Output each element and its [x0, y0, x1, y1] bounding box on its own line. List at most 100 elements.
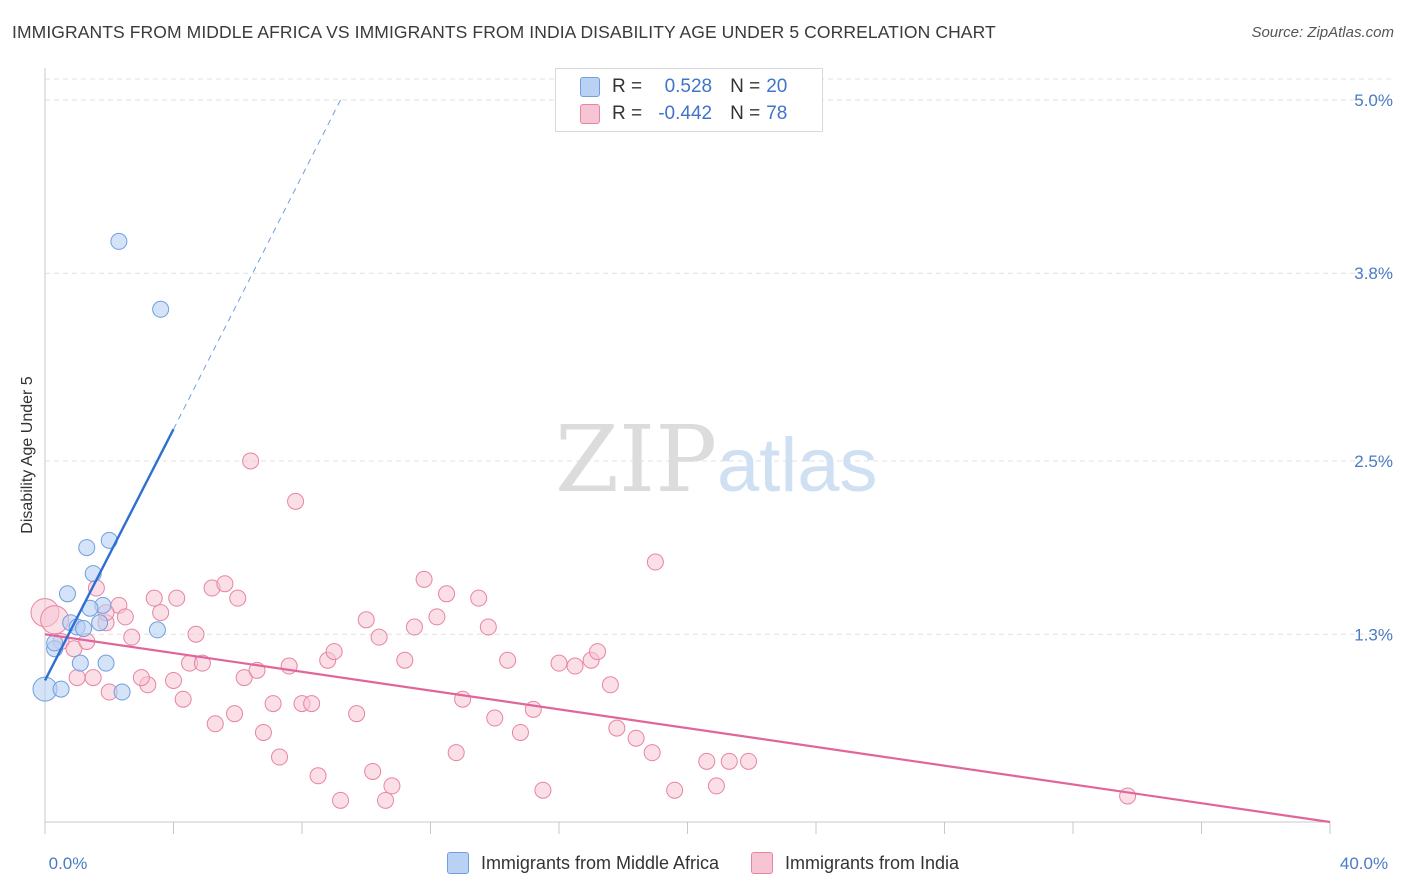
- legend-r-label: R =: [612, 76, 643, 97]
- bottom-legend: Immigrants from Middle Africa Immigrants…: [0, 852, 1406, 874]
- india-point: [589, 643, 607, 661]
- india-point: [145, 589, 163, 607]
- india-point: [396, 651, 414, 669]
- india-point: [174, 690, 192, 708]
- chart-title: IMMIGRANTS FROM MIDDLE AFRICA VS IMMIGRA…: [12, 22, 996, 42]
- india-point: [720, 752, 738, 770]
- india-point: [242, 452, 260, 470]
- middle-africa-point: [52, 680, 70, 698]
- x-tick-label: 0.0%: [49, 854, 88, 873]
- india-point: [226, 705, 244, 723]
- india-point: [348, 705, 366, 723]
- watermark-atlas: atlas: [717, 423, 878, 508]
- india-point: [627, 729, 645, 747]
- middle-africa-point: [152, 300, 170, 318]
- india-point: [168, 589, 186, 607]
- india-point: [254, 723, 272, 741]
- middle-africa-point: [58, 585, 76, 603]
- india-point: [116, 608, 134, 626]
- middle-africa-point: [148, 621, 166, 639]
- middle-africa-trendline: [43, 428, 175, 682]
- india-point: [364, 762, 382, 780]
- legend-n-label: N =: [730, 76, 761, 97]
- india-point: [608, 719, 626, 737]
- legend-r-value-middle-africa: 0.528: [664, 76, 713, 97]
- india-point: [271, 748, 289, 766]
- india-point: [264, 695, 282, 713]
- middle-africa-point: [97, 654, 115, 672]
- bottom-legend-swatch-india: [751, 852, 773, 874]
- middle-africa-point: [113, 683, 131, 701]
- middle-africa-point: [91, 614, 109, 632]
- india-point: [415, 570, 433, 588]
- india-point: [309, 767, 327, 785]
- india-point: [216, 575, 234, 593]
- india-point: [325, 643, 343, 661]
- india-point: [229, 589, 247, 607]
- india-point: [370, 628, 388, 646]
- india-point: [132, 669, 150, 687]
- legend-n-label: N =: [730, 103, 761, 124]
- series-india-points: [30, 452, 1137, 809]
- india-point: [187, 625, 205, 643]
- y-tick-label: 1.3%: [1354, 625, 1393, 644]
- india-point: [332, 791, 350, 809]
- bottom-legend-india: Immigrants from India: [751, 852, 959, 874]
- india-point: [511, 723, 529, 741]
- india-point: [486, 709, 504, 727]
- middle-africa-point: [75, 619, 93, 637]
- india-point: [666, 781, 684, 799]
- grid-lines: [45, 78, 1395, 635]
- india-point: [377, 791, 395, 809]
- india-point: [165, 671, 182, 689]
- india-point: [707, 777, 725, 795]
- legend-n-value-india: 78: [766, 103, 788, 124]
- legend-r-label: R =: [612, 103, 643, 124]
- bottom-legend-swatch-middle-africa: [446, 852, 469, 874]
- india-point: [499, 651, 517, 669]
- india-point: [470, 589, 488, 607]
- india-point: [601, 676, 619, 694]
- india-point: [550, 654, 568, 672]
- legend: R = 0.528 N = 20 R = -0.442 N = 78: [555, 68, 823, 132]
- india-point: [68, 669, 86, 687]
- india-point: [643, 744, 661, 762]
- india-point: [566, 657, 584, 675]
- legend-swatch-middle-africa: [580, 77, 600, 97]
- india-point: [235, 669, 253, 687]
- india-point: [193, 654, 211, 672]
- india-point: [405, 618, 423, 636]
- bottom-legend-label-india: Immigrants from India: [785, 852, 960, 873]
- india-point: [438, 585, 456, 603]
- india-point: [740, 752, 758, 770]
- india-point: [123, 628, 141, 646]
- bottom-legend-middle-africa: Immigrants from Middle Africa: [446, 852, 719, 874]
- middle-africa-point: [110, 232, 128, 250]
- india-point: [65, 640, 83, 658]
- india-point: [206, 715, 224, 733]
- legend-n-value-middle-africa: 20: [766, 76, 788, 97]
- india-point: [428, 608, 446, 626]
- bottom-legend-label-middle-africa: Immigrants from Middle Africa: [480, 852, 719, 873]
- middle-africa-point: [71, 654, 89, 672]
- watermark: ZIP atlas: [555, 406, 878, 513]
- y-tick-label: 3.8%: [1354, 264, 1393, 283]
- india-point: [84, 669, 102, 687]
- india-point: [534, 781, 552, 799]
- tick-labels: 1.3% 2.5% 3.8% 5.0% 0.0% 40.0%: [49, 91, 1393, 873]
- middle-africa-trendline-extension: [173, 99, 341, 430]
- india-point: [383, 777, 401, 795]
- india-trendline: [44, 633, 1331, 824]
- india-point: [1119, 787, 1137, 805]
- india-point: [152, 604, 170, 622]
- india-point: [447, 744, 465, 762]
- middle-africa-point: [78, 539, 96, 557]
- trendlines: [43, 99, 1331, 824]
- legend-row-middle-africa: R = 0.528 N = 20: [580, 75, 787, 99]
- india-point: [303, 695, 321, 713]
- india-point: [698, 752, 716, 770]
- y-tick-label: 2.5%: [1354, 452, 1393, 471]
- legend-r-value-india: -0.442: [658, 103, 713, 124]
- y-tick-label: 5.0%: [1354, 91, 1393, 110]
